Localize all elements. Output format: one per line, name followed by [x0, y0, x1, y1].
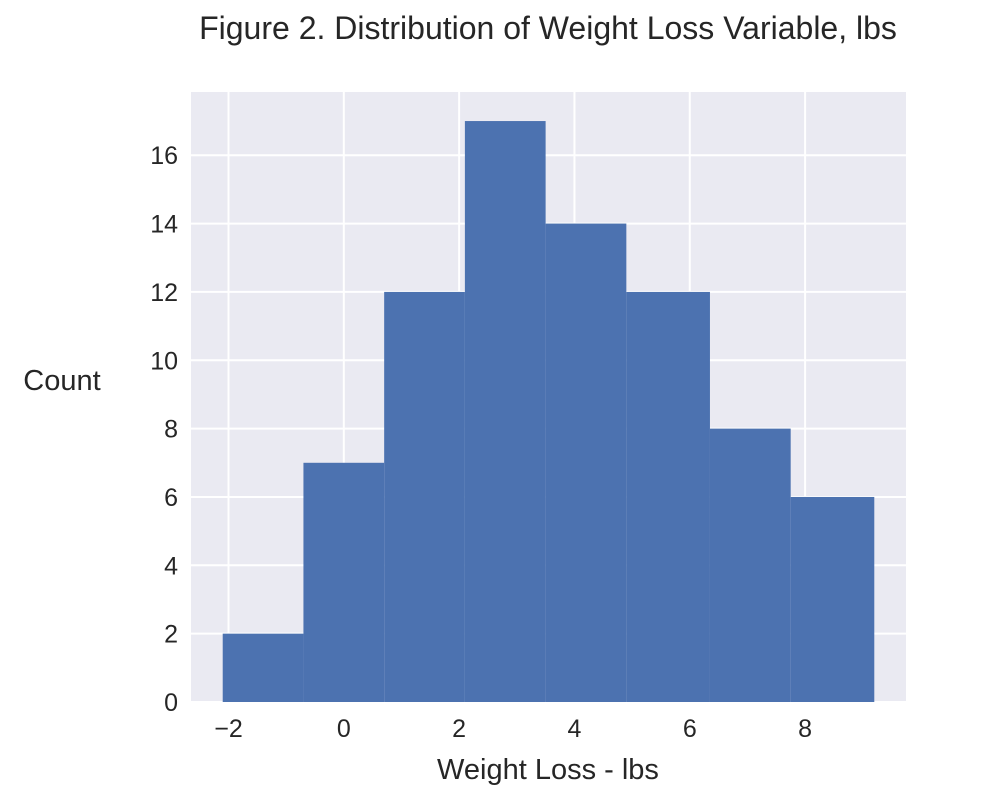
histogram-bar	[303, 462, 385, 702]
histogram-bar	[790, 496, 875, 702]
y-tick-label: 14	[150, 211, 178, 239]
x-tick-label: 6	[683, 715, 697, 743]
y-tick-label: 4	[164, 552, 178, 580]
y-axis-label: Count	[23, 365, 100, 397]
histogram-bar	[545, 223, 627, 702]
histogram-bar	[709, 428, 791, 702]
x-tick-label: 2	[452, 715, 466, 743]
y-tick-label: 10	[150, 347, 178, 375]
y-tick-label: 6	[164, 484, 178, 512]
x-tick-label: 0	[337, 715, 351, 743]
x-axis-ticks: −2 0 2 4 6 8	[214, 715, 812, 743]
histogram-bar	[384, 291, 465, 702]
x-tick-label: −2	[214, 715, 243, 743]
y-tick-label: 2	[164, 621, 178, 649]
y-tick-label: 0	[164, 689, 178, 717]
histogram-bar	[222, 633, 304, 702]
histogram-bars	[222, 121, 875, 703]
y-tick-label: 16	[150, 142, 178, 170]
y-tick-label: 8	[164, 416, 178, 444]
x-axis-label: Weight Loss - lbs	[437, 754, 659, 786]
x-tick-label: 4	[567, 715, 581, 743]
chart-title: Figure 2. Distribution of Weight Loss Va…	[199, 10, 897, 46]
x-tick-label: 8	[798, 715, 812, 743]
histogram-bar	[626, 291, 710, 702]
y-tick-label: 12	[150, 279, 178, 307]
histogram-bar	[464, 121, 546, 703]
y-axis-ticks: 0 2 4 6 8 10 12 14 16	[150, 142, 178, 717]
